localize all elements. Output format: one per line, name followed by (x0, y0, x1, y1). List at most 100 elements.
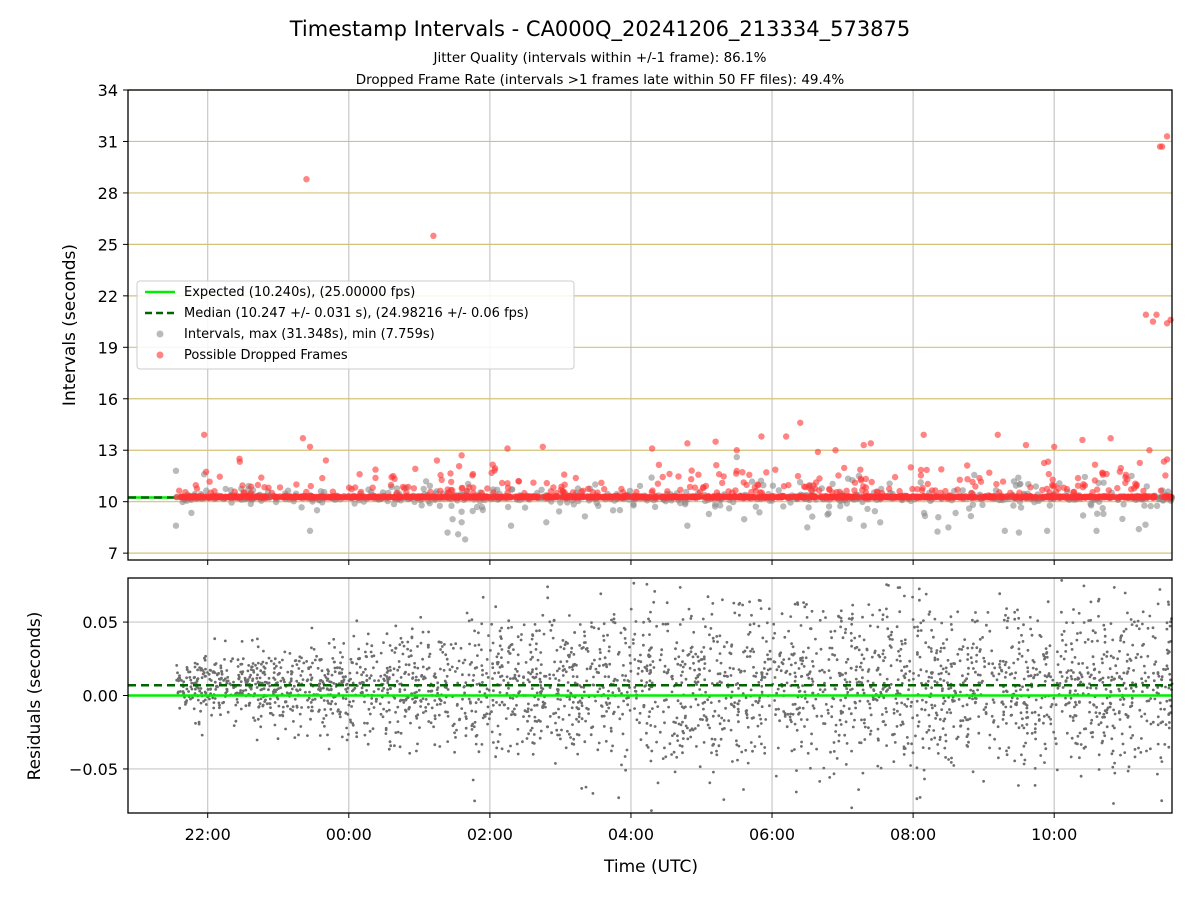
residual-point (526, 707, 530, 711)
dropped-frame-point (784, 494, 792, 501)
residual-point (388, 720, 392, 724)
residual-point (1000, 669, 1004, 673)
residual-point (273, 723, 277, 727)
residual-point (930, 686, 933, 690)
residual-point (617, 689, 621, 693)
residual-point (1110, 675, 1114, 679)
residual-point (219, 713, 222, 717)
residual-point (1136, 619, 1140, 623)
residual-point (992, 674, 995, 678)
residual-point (832, 772, 836, 776)
residual-point (223, 658, 226, 661)
residual-point (702, 655, 706, 659)
residual-point (1129, 686, 1133, 690)
residual-point (708, 633, 711, 637)
residual-point (706, 698, 710, 702)
interval-point (979, 501, 986, 508)
residual-point (541, 704, 545, 708)
residual-point (491, 641, 495, 645)
residual-point (539, 684, 543, 687)
interval-point (945, 524, 952, 531)
top-y-tick-label: 25 (98, 235, 118, 254)
residual-point (390, 649, 394, 652)
residual-point (424, 709, 428, 713)
residual-point (850, 644, 853, 648)
interval-point (805, 504, 812, 511)
dropped-frame-point (453, 494, 461, 501)
dropped-frame-point (932, 487, 939, 494)
dropped-frame-point (1162, 472, 1169, 479)
dropped-frame-point (365, 494, 373, 501)
residual-point (839, 672, 842, 675)
residual-point (973, 696, 977, 700)
residual-point (298, 655, 302, 659)
residual-point (1072, 608, 1075, 611)
residual-point (796, 601, 799, 604)
residual-point (417, 688, 421, 692)
dropped-frame-point (206, 478, 213, 485)
residual-point (519, 638, 523, 642)
residual-point (443, 643, 446, 646)
dropped-frame-point (801, 483, 808, 490)
residual-point (858, 741, 861, 744)
residual-point (1010, 713, 1014, 717)
residual-point (605, 710, 608, 713)
residual-point (1113, 771, 1117, 775)
residual-point (389, 744, 393, 748)
residual-point (261, 704, 265, 708)
residual-point (252, 716, 255, 720)
residual-point (778, 654, 782, 658)
residual-point (821, 690, 825, 694)
residual-point (178, 706, 182, 710)
residual-point (933, 680, 937, 683)
residual-point (486, 722, 489, 726)
residual-point (496, 724, 500, 728)
residual-point (297, 659, 301, 663)
residual-point (349, 720, 353, 724)
residual-point (876, 764, 880, 768)
residual-point (1045, 655, 1049, 659)
dropped-frame-point (372, 466, 379, 473)
dropped-frame-point (677, 486, 684, 493)
residual-point (998, 663, 1001, 666)
residual-point (929, 647, 933, 650)
residual-point (360, 673, 363, 677)
dropped-frame-point (666, 470, 673, 478)
residual-point (1026, 666, 1030, 670)
residual-point (1147, 675, 1150, 679)
residual-point (439, 648, 442, 651)
residual-point (293, 736, 297, 739)
residual-point (1164, 668, 1167, 671)
residual-point (725, 640, 729, 644)
dropped-frame-point (914, 486, 921, 493)
residual-point (1125, 659, 1129, 663)
residual-point (899, 647, 903, 651)
residual-point (676, 739, 680, 742)
residual-point (885, 710, 888, 714)
dropped-frame-point (1120, 494, 1127, 501)
residual-point (634, 620, 638, 623)
dropped-frame-point (1045, 470, 1053, 478)
residual-point (684, 724, 688, 728)
residual-point (697, 667, 701, 671)
residual-point (326, 699, 329, 703)
residual-point (340, 671, 344, 675)
residual-point (641, 633, 645, 637)
residual-point (213, 680, 217, 684)
residual-point (916, 625, 919, 629)
residual-point (711, 714, 715, 718)
residual-point (883, 656, 887, 659)
residual-point (589, 733, 593, 737)
residual-point (949, 662, 953, 666)
residual-point (949, 615, 953, 619)
residual-point (881, 618, 884, 621)
dropped-frame-point (1163, 456, 1171, 463)
residual-point (1143, 712, 1147, 716)
dropped-frame-point (182, 489, 189, 496)
residual-point (483, 715, 487, 718)
residual-point (327, 701, 330, 705)
residual-point (1054, 742, 1058, 746)
residual-point (1073, 705, 1076, 709)
dropped-frame-point (437, 487, 444, 494)
dropped-frame-point (299, 435, 307, 442)
